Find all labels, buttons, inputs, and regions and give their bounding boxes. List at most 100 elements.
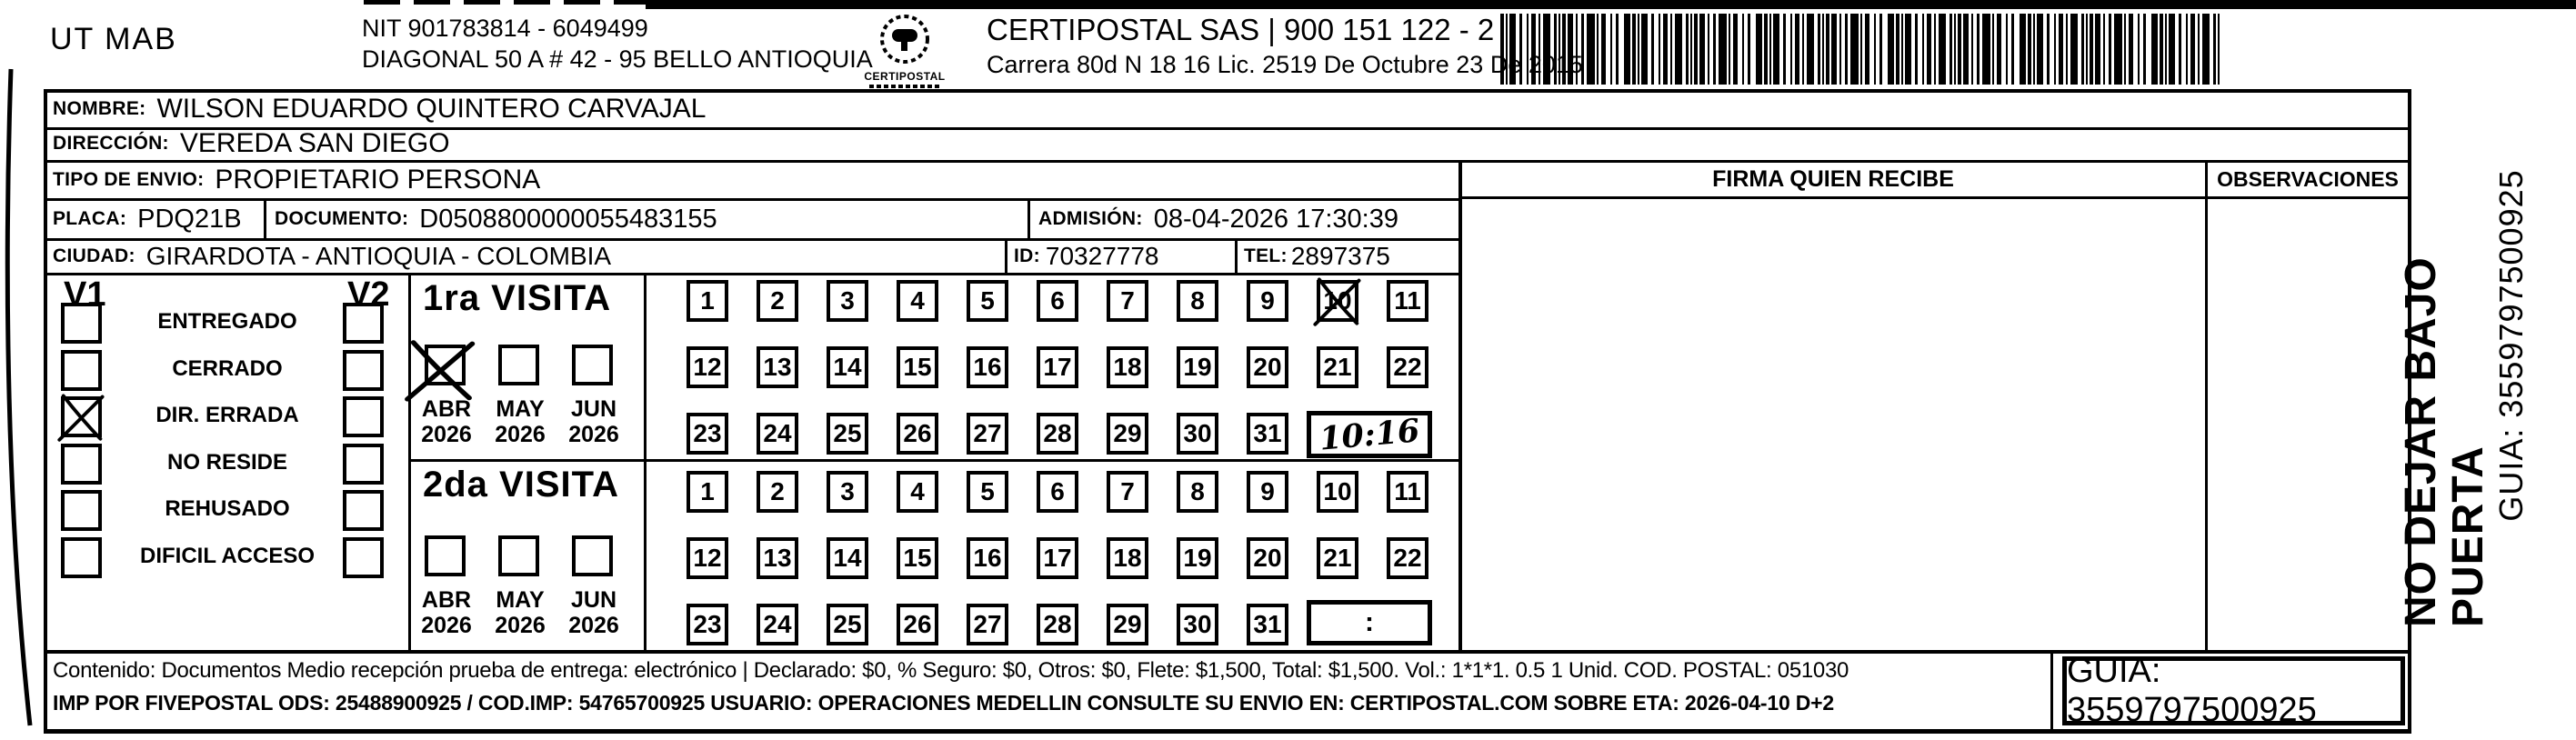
- ciudad-value: GIRARDOTA - ANTIOQUIA - COLOMBIA: [145, 242, 612, 270]
- visit1-day-13[interactable]: 13: [757, 346, 798, 388]
- visit2-day-16[interactable]: 16: [967, 537, 1008, 579]
- barcode: [1500, 14, 2228, 85]
- visit2-day-18[interactable]: 18: [1107, 537, 1148, 579]
- side-vertical-text: NO DEJAR BAJO PUERTA GUIA: 3559797500925: [2397, 64, 2530, 627]
- visit2-day-14[interactable]: 14: [827, 537, 868, 579]
- visit1-day-27[interactable]: 27: [967, 413, 1008, 455]
- checkbox-visit1-month-jun[interactable]: [572, 345, 613, 385]
- grid-line: [1458, 196, 2411, 199]
- visit2-day-29[interactable]: 29: [1107, 604, 1148, 645]
- admision-label: ADMISIÓN:: [1038, 208, 1143, 229]
- checkbox-v2-entregado[interactable]: [343, 303, 384, 344]
- checkbox-visit1-month-abr[interactable]: [405, 340, 476, 402]
- visit2-day-15[interactable]: 15: [897, 537, 938, 579]
- visit2-day-30[interactable]: 30: [1177, 604, 1218, 645]
- visit1-day-24[interactable]: 24: [757, 413, 798, 455]
- checkbox-v1-dificil-acceso[interactable]: [61, 536, 102, 578]
- visit1-day-26[interactable]: 26: [897, 413, 938, 455]
- visit2-day-10[interactable]: 10: [1317, 471, 1358, 513]
- checkbox-v2-dir-errada[interactable]: [343, 396, 384, 437]
- visit1-day-15[interactable]: 15: [897, 346, 938, 388]
- checkbox-v1-cerrado[interactable]: [61, 349, 102, 391]
- admision-value: 08-04-2026 17:30:39: [1153, 204, 1398, 234]
- visit1-day-17[interactable]: 17: [1037, 346, 1078, 388]
- visit1-day-31[interactable]: 31: [1247, 413, 1288, 455]
- visit2-day-19[interactable]: 19: [1177, 537, 1218, 579]
- checkbox-visit2-month-may[interactable]: [498, 535, 539, 576]
- visit2-day-9[interactable]: 9: [1247, 471, 1288, 513]
- visit2-day-4[interactable]: 4: [897, 471, 938, 513]
- visit2-time-box[interactable]: :: [1307, 600, 1432, 645]
- visit1-time-box[interactable]: 10:16: [1307, 411, 1432, 458]
- visit1-day-11[interactable]: 11: [1387, 280, 1428, 322]
- checkbox-visit2-month-abr[interactable]: [425, 535, 466, 576]
- checkbox-v2-rehusado[interactable]: [343, 490, 384, 531]
- nit-line: NIT 901783814 - 6049499: [362, 15, 648, 42]
- visit2-day-6[interactable]: 6: [1037, 471, 1078, 513]
- visit2-day-23[interactable]: 23: [687, 604, 728, 645]
- visit1-day-8[interactable]: 8: [1177, 280, 1218, 322]
- checkbox-v2-dificil-acceso[interactable]: [343, 536, 384, 578]
- visit1-day-16[interactable]: 16: [967, 346, 1008, 388]
- handwritten-x-mark: [405, 340, 476, 402]
- visit2-day-27[interactable]: 27: [967, 604, 1008, 645]
- visit2-day-17[interactable]: 17: [1037, 537, 1078, 579]
- visit2-day-26[interactable]: 26: [897, 604, 938, 645]
- visit1-day-12[interactable]: 12: [687, 346, 728, 388]
- visit1-day-3[interactable]: 3: [827, 280, 868, 322]
- visit1-day-22[interactable]: 22: [1387, 346, 1428, 388]
- visit1-day-30[interactable]: 30: [1177, 413, 1218, 455]
- visit1-day-6[interactable]: 6: [1037, 280, 1078, 322]
- tel-label: TEL:: [1244, 245, 1288, 266]
- checkbox-v1-no-reside[interactable]: [61, 443, 102, 485]
- checkbox-v1-dir-errada[interactable]: [57, 394, 105, 442]
- documento-cell: DOCUMENTO: D0508800000055483155: [275, 202, 1011, 236]
- visit1-day-14[interactable]: 14: [827, 346, 868, 388]
- visit1-day-10[interactable]: 10: [1313, 277, 1361, 326]
- nombre-value: WILSON EDUARDO QUINTERO CARVAJAL: [156, 94, 707, 124]
- visit2-day-8[interactable]: 8: [1177, 471, 1218, 513]
- visit1-day-9[interactable]: 9: [1247, 280, 1288, 322]
- visit2-day-7[interactable]: 7: [1107, 471, 1148, 513]
- visit1-day-1[interactable]: 1: [687, 280, 728, 322]
- checkbox-visit1-month-may[interactable]: [498, 345, 539, 385]
- visit1-day-19[interactable]: 19: [1177, 346, 1218, 388]
- visit1-day-28[interactable]: 28: [1037, 413, 1078, 455]
- checkbox-v1-entregado[interactable]: [61, 303, 102, 344]
- visit2-day-13[interactable]: 13: [757, 537, 798, 579]
- visit1-day-25[interactable]: 25: [827, 413, 868, 455]
- visit2-day-2[interactable]: 2: [757, 471, 798, 513]
- visit2-day-1[interactable]: 1: [687, 471, 728, 513]
- visit1-day-21[interactable]: 21: [1317, 346, 1358, 388]
- visit1-day-7[interactable]: 7: [1107, 280, 1148, 322]
- visit2-day-21[interactable]: 21: [1317, 537, 1358, 579]
- visit1-day-4[interactable]: 4: [897, 280, 938, 322]
- visit2-day-5[interactable]: 5: [967, 471, 1008, 513]
- checkbox-v2-no-reside[interactable]: [343, 443, 384, 485]
- visit1-day-2[interactable]: 2: [757, 280, 798, 322]
- visit2-day-3[interactable]: 3: [827, 471, 868, 513]
- grid-line: [408, 459, 1461, 462]
- grid-line: [1235, 238, 1238, 275]
- checkbox-visit2-month-jun[interactable]: [572, 535, 613, 576]
- visit2-day-11[interactable]: 11: [1387, 471, 1428, 513]
- visit1-day-18[interactable]: 18: [1107, 346, 1148, 388]
- visit2-day-28[interactable]: 28: [1037, 604, 1078, 645]
- visit1-day-23[interactable]: 23: [687, 413, 728, 455]
- visit2-day-25[interactable]: 25: [827, 604, 868, 645]
- visit2-day-12[interactable]: 12: [687, 537, 728, 579]
- visit2-year-label: 2026: [568, 613, 619, 638]
- sender-nit-block: NIT 901783814 - 6049499 DIAGONAL 50 A # …: [362, 13, 873, 75]
- visit1-day-20[interactable]: 20: [1247, 346, 1288, 388]
- checkbox-v1-rehusado[interactable]: [61, 490, 102, 531]
- system-info-line: IMP POR FIVEPOSTAL ODS: 25488900925 / CO…: [53, 691, 1834, 715]
- visit1-day-29[interactable]: 29: [1107, 413, 1148, 455]
- visit2-day-24[interactable]: 24: [757, 604, 798, 645]
- visit2-year-label: 2026: [421, 613, 472, 638]
- checkbox-v2-cerrado[interactable]: [343, 349, 384, 391]
- visit2-day-22[interactable]: 22: [1387, 537, 1428, 579]
- visit2-day-31[interactable]: 31: [1247, 604, 1288, 645]
- visit2-day-20[interactable]: 20: [1247, 537, 1288, 579]
- visit1-day-5[interactable]: 5: [967, 280, 1008, 322]
